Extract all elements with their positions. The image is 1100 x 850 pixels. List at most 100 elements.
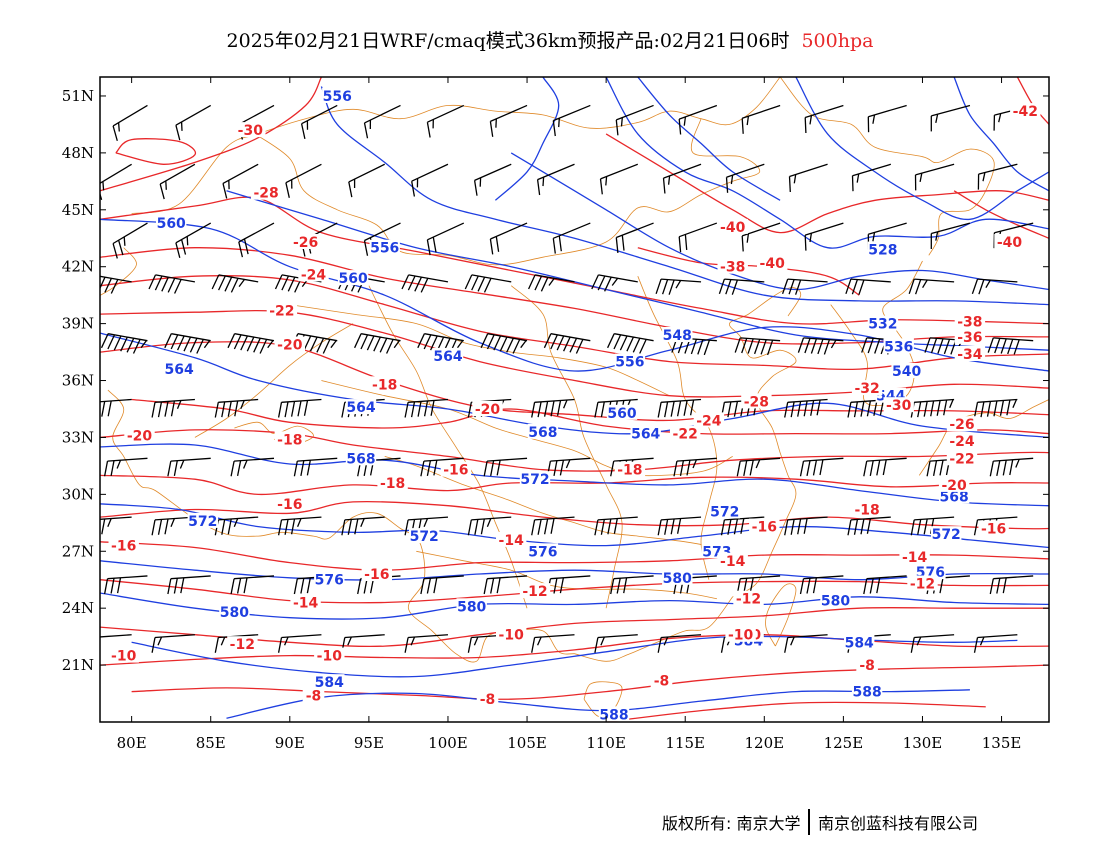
height-contour-label-bg: [163, 361, 195, 377]
wind-barb: [784, 516, 828, 536]
wind-barb: [552, 104, 591, 137]
temperature-contour-label-bg: [670, 425, 701, 441]
temperature-contour-label: -22: [949, 451, 974, 467]
temperature-contour-label-bg: [851, 501, 883, 517]
wind-barb: [591, 274, 638, 292]
lat-label: 45N: [62, 201, 94, 219]
longitude-axis: 80E 85E 90E 95E 100E 105E 110E 115E 120E 125E 130E…: [117, 77, 1021, 752]
temperature-contour-label-bg: [883, 397, 914, 413]
lat-label: 42N: [62, 258, 94, 276]
temperature-contour-label-bg: [954, 328, 986, 344]
height-contour-label-bg: [456, 598, 487, 614]
wind-barb: [851, 163, 892, 192]
wind-barb: [784, 398, 828, 418]
wind-barb: [103, 575, 148, 595]
temperature-contour-label: -40: [997, 235, 1023, 251]
lat-label: 21N: [62, 656, 94, 674]
height-contour-label: 536: [884, 339, 913, 355]
temperature-contour-label-bg: [899, 549, 930, 564]
temperature-contour-label: -18: [380, 476, 405, 492]
height-contour-label-bg: [345, 450, 377, 466]
temperature-contour-label: -16: [111, 539, 136, 555]
copyright-right: 南京创蓝科技有限公司: [817, 814, 978, 833]
wind-barb: [989, 457, 1034, 477]
wind-barb: [151, 634, 195, 653]
wind-barb: [847, 398, 891, 418]
temperature-contour-label: -30: [886, 398, 912, 414]
border-line: [368, 285, 528, 609]
wind-barb: [662, 163, 702, 194]
temperature-contour-label: -24: [949, 434, 975, 450]
temperature-contour-line: [100, 474, 1049, 496]
wind-barb: [222, 163, 259, 199]
border-line: [779, 77, 995, 256]
wind-barb: [341, 516, 385, 536]
height-contour-label-bg: [931, 526, 962, 542]
height-contour-label: 560: [607, 406, 636, 422]
wind-barb: [741, 222, 781, 252]
height-contour-label: 580: [220, 605, 249, 621]
lat-label: 39N: [62, 315, 94, 333]
wind-barb: [211, 274, 259, 293]
height-contour-label-bg: [527, 423, 559, 439]
height-contour-label: 556: [370, 241, 399, 257]
border-line: [254, 118, 761, 266]
temperature-contour-label-bg: [614, 461, 646, 477]
wind-barb: [607, 333, 654, 354]
height-contour-label-bg: [314, 674, 345, 690]
wind-barb: [100, 634, 132, 638]
temperature-contour-label-bg: [725, 626, 756, 642]
height-contour-line: [131, 635, 1018, 678]
height-contour-label-bg: [432, 347, 464, 363]
wind-barb: [420, 457, 464, 477]
wind-barb: [175, 222, 212, 258]
wind-barb: [847, 516, 891, 536]
temperature-contour-label: -10: [111, 649, 137, 665]
wind-barb: [489, 222, 528, 255]
title-level: 500hpa: [801, 30, 874, 52]
temperature-contour-label-bg: [938, 476, 970, 492]
height-contour-label: 564: [433, 349, 462, 365]
wind-barb: [531, 634, 575, 653]
temperature-contour-label-bg: [717, 218, 748, 234]
wind-barb: [363, 104, 401, 139]
lat-label: 24N: [62, 599, 94, 617]
wind-barb: [354, 333, 401, 354]
temperature-contour-label: -8: [306, 688, 322, 704]
temperature-contour-line: [953, 190, 1049, 239]
lon-label: 130E: [903, 734, 943, 752]
coastline-border-layer: [100, 77, 1049, 718]
temperature-contour-line: [100, 77, 322, 192]
wind-barb: [914, 163, 955, 191]
lon-label: 115E: [665, 734, 705, 752]
height-contour-label-bg: [187, 512, 218, 528]
wind-barb: [973, 634, 1018, 653]
temperature-contour-label: -26: [293, 235, 318, 251]
height-contour-label: 528: [868, 243, 897, 259]
height-contour-label: 564: [346, 400, 375, 416]
temperature-contour-label: -18: [854, 503, 879, 519]
wind-barb: [610, 575, 654, 595]
wind-barb: [401, 274, 449, 293]
wind-barb: [230, 575, 275, 595]
height-contour-label: 560: [157, 216, 186, 232]
height-contour-label: 580: [821, 594, 850, 610]
border-line: [321, 380, 733, 477]
wind-barb: [673, 457, 717, 477]
lon-label: 125E: [824, 734, 864, 752]
temperature-contour-label: -28: [253, 186, 278, 202]
temperature-contour-label: -38: [957, 315, 982, 331]
lon-label: 90E: [275, 734, 305, 752]
height-contour-label: 576: [315, 573, 344, 589]
wind-barb: [718, 278, 765, 295]
wind-barb: [404, 398, 449, 418]
height-contour-line: [320, 86, 1049, 306]
wind-barb: [227, 333, 275, 354]
temperature-contour-label-bg: [496, 531, 527, 547]
height-contour-line: [605, 77, 1049, 249]
temperature-contour-label: -10: [499, 628, 525, 644]
height-contour-label-bg: [915, 564, 946, 580]
temperature-contour-label: -16: [277, 497, 302, 513]
